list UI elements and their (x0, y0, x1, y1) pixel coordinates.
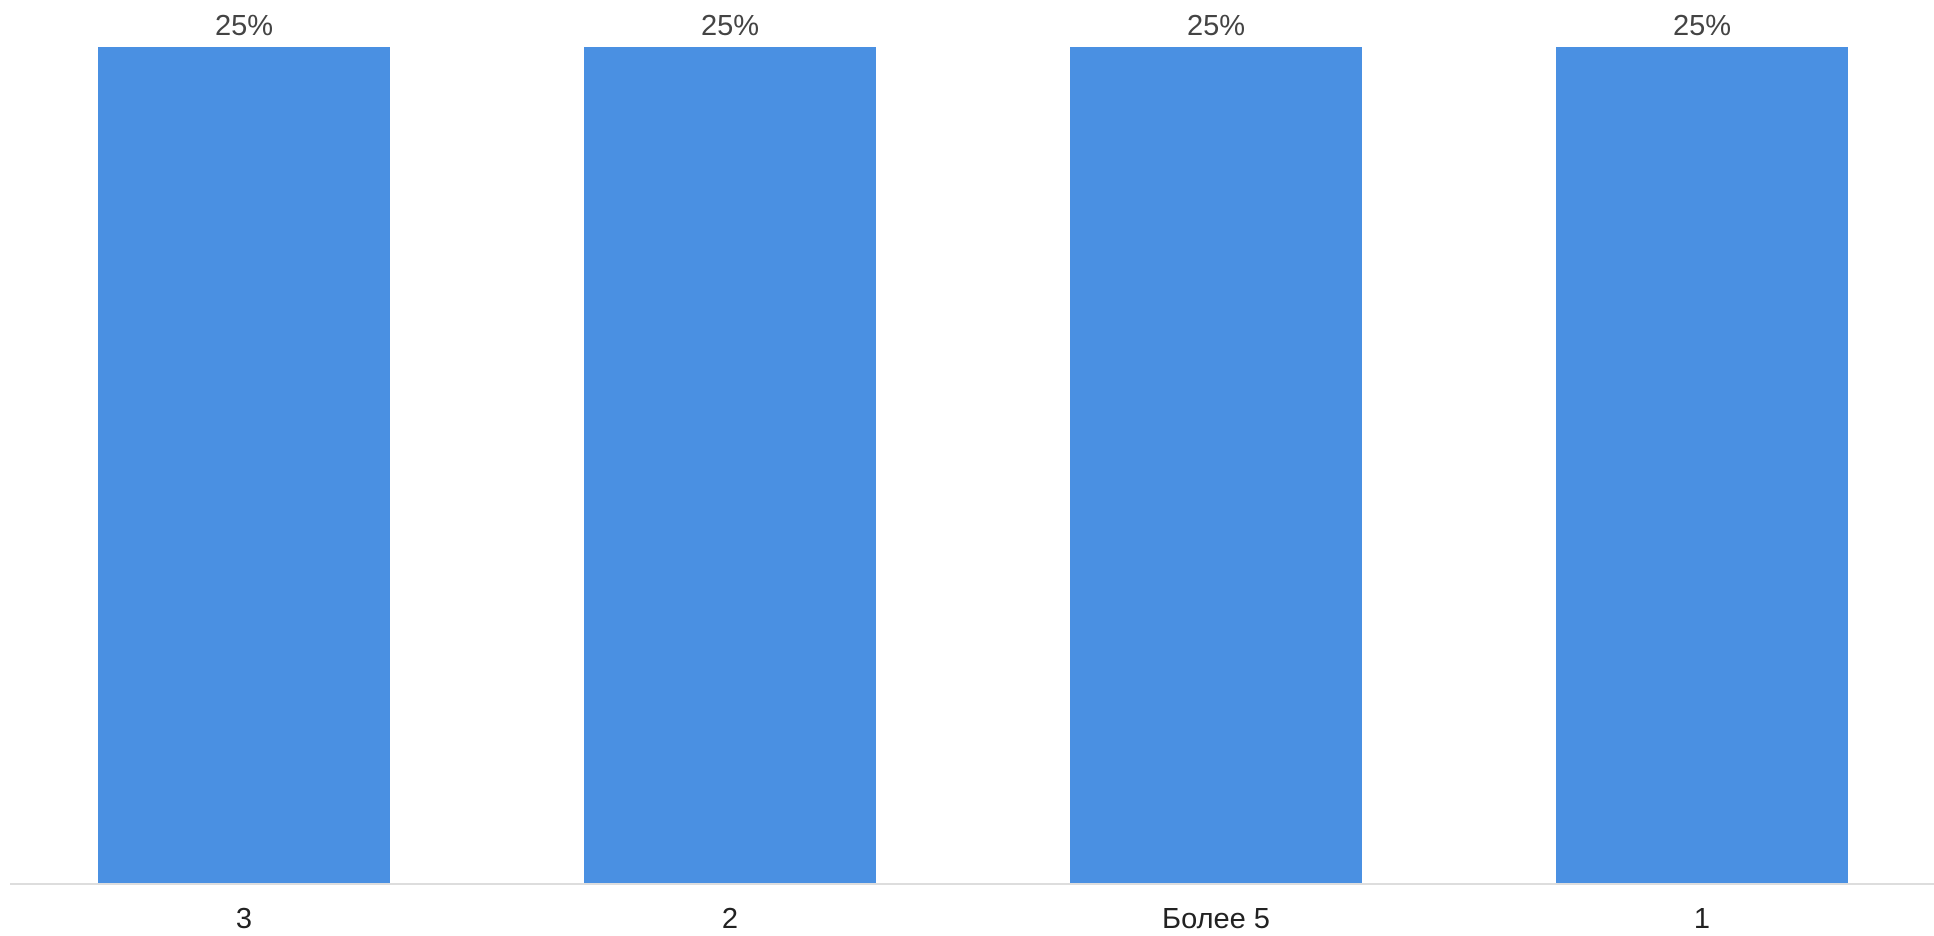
x-tick-labels-group: 3 2 Более 5 1 (236, 903, 1710, 935)
data-label-1: 25% (701, 10, 759, 42)
x-tick-label-3: 1 (1694, 903, 1710, 935)
bar-1 (584, 47, 876, 883)
bars-group (98, 47, 1848, 883)
data-labels-group: 25% 25% 25% 25% (215, 10, 1731, 42)
bar-2 (1070, 47, 1362, 883)
bar-0 (98, 47, 390, 883)
x-tick-label-2: Более 5 (1162, 903, 1270, 935)
x-tick-label-1: 2 (722, 903, 738, 935)
data-label-3: 25% (1673, 10, 1731, 42)
data-label-0: 25% (215, 10, 273, 42)
data-label-2: 25% (1187, 10, 1245, 42)
bar-3 (1556, 47, 1848, 883)
x-tick-label-0: 3 (236, 903, 252, 935)
